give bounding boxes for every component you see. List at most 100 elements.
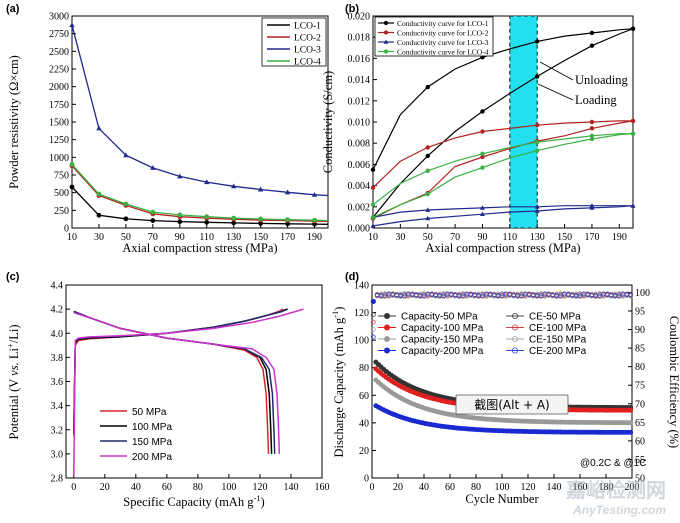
panel-a-point: [96, 212, 102, 218]
panel-a-legend: LCO-1 LCO-2 LCO-3 LCO-4: [261, 17, 327, 68]
panel-d-xtick-label: 100: [495, 482, 510, 493]
panel-a-point: [204, 219, 210, 225]
panel-d-y2tick-label: 50: [635, 474, 645, 485]
panel-b-point: [480, 109, 485, 114]
panel-b-legend-marker: [383, 20, 389, 26]
panel-b-point: [425, 84, 430, 90]
panel-a-legend-box: [261, 17, 327, 67]
panel-a-label: (a): [6, 3, 20, 15]
panel-b-legend-marker: [383, 49, 389, 54]
rate-note: @0.2C & @1C: [580, 458, 646, 469]
panel-d-y2tick-label: 95: [635, 306, 645, 317]
screenshot-tooltip-label: 截图(Alt + A): [474, 398, 550, 412]
panel-a-xtick-label: 170: [280, 232, 295, 243]
panel-b-xtick-label: 30: [395, 232, 405, 243]
panel-c-ytick-label: 4.0: [51, 329, 64, 340]
panel-a-legend-label: LCO-1: [294, 22, 321, 32]
panel-a-xtick-label: 130: [226, 232, 241, 243]
panel-b-legend-label: Conductivity curve for LCO-4: [397, 47, 489, 56]
panel-d-y2tick-label: 80: [635, 362, 645, 373]
panel-b-highlight-band: [509, 15, 538, 229]
panel-d-ylabel-main: Discharge Capacity (mAh g: [332, 317, 346, 457]
panel-d-ce-point: [370, 334, 376, 340]
panel-d-ce-point: [370, 327, 376, 332]
panel-b-legend-label: Conductivity curve for LCO-3: [397, 38, 489, 47]
panel-d-ce-point: [382, 293, 388, 299]
panel-a-ytick-label: 3000: [49, 12, 69, 23]
panel-b-unloading-line: [372, 205, 633, 218]
panel-d-xtick-label: 140: [547, 482, 562, 493]
panel-c-charge-curve: [73, 308, 284, 436]
panel-b-point: [480, 129, 485, 134]
panel-a-point: [285, 217, 290, 223]
panel-d-xtick-label: 80: [471, 482, 481, 493]
panel-d-xtick-label: 200: [625, 482, 640, 493]
panel-a-ytick-label: 2000: [49, 82, 69, 93]
panel-d-ce-point: [499, 293, 505, 299]
panel-d-ytick-label: 40: [359, 418, 369, 429]
panel-c-legend: 50 MPa 100 MPa 150 MPa 200 MPa: [100, 407, 172, 463]
panel-b-point: [630, 26, 636, 31]
panel-c-xtick-label: 140: [283, 482, 298, 493]
panel-d-ce-point: [370, 319, 376, 325]
annotation-unloading: Unloading: [575, 73, 629, 87]
panel-d-xtick-label: 160: [573, 482, 588, 493]
panel-a-point: [177, 212, 183, 218]
panel-b-point: [425, 168, 430, 173]
panel-d-legend-marker: [383, 335, 390, 342]
panel-b-point: [534, 208, 540, 213]
panel-c-ytick-label: 3.8: [51, 353, 64, 364]
panel-b-ytick-label: 0.006: [348, 160, 371, 171]
panel-d-y2tick-label: 100: [635, 288, 650, 299]
panel-c-legend-label: 50 MPa: [132, 407, 167, 418]
panel-b-xtick-label: 150: [557, 232, 572, 243]
panel-a-point: [69, 161, 75, 167]
panel-c-ytick-label: 3.6: [51, 377, 64, 388]
panel-d-legend-marker: [512, 312, 519, 319]
panel-d-legend-label: CE-150 MPa: [529, 335, 587, 346]
panel-b-xlabel: Axial compaction stress (MPa): [425, 241, 580, 255]
panel-c-ytick-label: 3.2: [51, 425, 64, 436]
panel-d-ce-point: [538, 293, 544, 299]
panel-a-point: [150, 218, 156, 223]
panel-c-xlabel-end: ): [261, 495, 265, 509]
panel-d-legend-marker: [383, 347, 390, 354]
panel-d-ce-point: [577, 293, 583, 299]
panel-b-loading-line: [372, 28, 634, 218]
panel-b-loading-line: [372, 205, 634, 227]
panel-b-xtick-label: 50: [423, 232, 433, 243]
panel-a-point: [204, 214, 210, 220]
panel-d-legend-marker: [512, 335, 519, 342]
panel-d-legend-marker: [512, 347, 519, 354]
panel-a-ytick-label: 1250: [49, 135, 69, 146]
panel-b-point: [425, 145, 430, 150]
panel-c-xtick-label: 100: [221, 482, 236, 493]
panel-b-point: [479, 205, 485, 210]
panel-b-point: [535, 139, 540, 145]
panel-d-y2tick-label: 90: [635, 325, 645, 336]
panel-c-ytick-label: 2.8: [51, 474, 64, 485]
panel-d-ylabel: Discharge Capacity (mAh g-1): [330, 307, 346, 458]
panel-d-legend-marker: [512, 324, 519, 331]
panel-b-ylabel: Conductivity (S/cm): [321, 71, 335, 173]
panel-c-charge-curve: [73, 308, 289, 433]
panel-d-y2tick-label: 70: [635, 399, 645, 410]
panel-d-y2tick-label: 75: [635, 381, 645, 392]
panel-c-charge-curve: [73, 308, 304, 476]
panel-b-point: [480, 165, 485, 170]
panel-a-point: [69, 184, 75, 190]
panel-b-series: [370, 26, 636, 228]
panel-c-ylabel-part-3: Li: [7, 348, 21, 363]
panel-b-point: [535, 148, 540, 153]
panel-a-ytick-label: 2750: [49, 29, 69, 40]
panel-a-legend-label: LCO-3: [294, 46, 321, 56]
panel-b-legend: Conductivity curve for LCO-1Conductivity…: [374, 16, 494, 57]
panel-d-ce-point: [558, 293, 563, 299]
panel-b-point: [425, 191, 430, 197]
panel-d-xtick-label: 60: [445, 482, 455, 493]
panel-b-xtick-label: 130: [530, 232, 545, 243]
panel-b-point: [534, 204, 540, 209]
panel-d-ticks: 0 20 40 60 80 100 120 140 160 180 200 0 20 40 60 80 100 1…: [354, 281, 650, 494]
panel-d-capacity-point: [628, 407, 634, 413]
panel-c-label: (c): [6, 271, 20, 283]
